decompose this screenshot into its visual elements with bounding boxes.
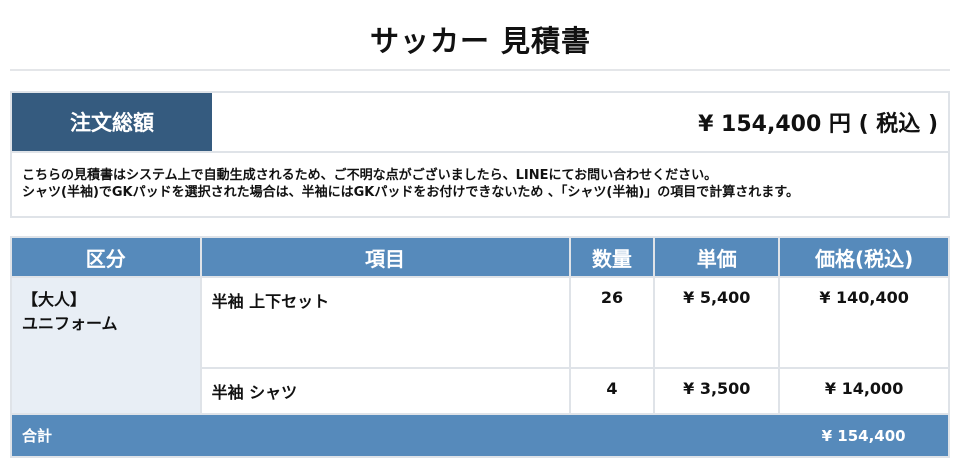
- table-row: 【大人】 ユニフォーム 半袖 上下セット 26 ¥ 5,400 ¥ 140,40…: [10, 276, 950, 415]
- price-cell: ¥ 140,400: [778, 276, 950, 369]
- price-cell: ¥ 14,000: [778, 367, 950, 415]
- item-cell: 半袖 上下セット: [199, 276, 571, 369]
- order-summary: 注文総額 ¥ 154,400 円 ( 税込 ) こちらの見積書はシステム上で自動…: [10, 91, 950, 218]
- total-label: 合計: [9, 413, 780, 458]
- page-title: サッカー 見積書: [369, 24, 592, 58]
- header-qty: 数量: [568, 236, 656, 278]
- qty-cell: 4: [568, 367, 656, 415]
- category-line: ユニフォーム: [22, 314, 118, 333]
- header-price: 価格(税込): [778, 236, 950, 278]
- header-unit-price: 単価: [653, 236, 781, 278]
- divider: [10, 69, 950, 71]
- qty-cell: 26: [568, 276, 656, 369]
- header-category: 区分: [10, 236, 202, 278]
- notice-line: シャツ(半袖)でGKパッドを選択された場合は、半袖にはGKパッドをお付けできない…: [22, 185, 799, 200]
- estimate-table: 区分 項目 数量 単価 価格(税込) 【大人】 ユニフォーム 半袖 上下セット …: [9, 236, 950, 458]
- unit-price-cell: ¥ 3,500: [653, 367, 781, 415]
- table-row: 半袖 シャツ 4 ¥ 3,500 ¥ 14,000: [11, 367, 950, 415]
- total-row: 合計 ¥ 154,400: [9, 413, 950, 458]
- order-total-label: 注文総額: [12, 93, 212, 151]
- header-item: 項目: [199, 236, 571, 278]
- unit-price-cell: ¥ 5,400: [653, 276, 781, 369]
- notice-text: こちらの見積書はシステム上で自動生成されるため、ご不明な点がございましたら、LI…: [12, 153, 948, 215]
- category-line: 【大人】: [22, 290, 87, 309]
- order-total-value: ¥ 154,400 円 ( 税込 ): [698, 112, 938, 137]
- item-cell: 半袖 シャツ: [199, 367, 571, 415]
- table-header: 区分 項目 数量 単価 価格(税込): [10, 236, 950, 278]
- total-value: ¥ 154,400: [779, 413, 950, 458]
- notice-line: こちらの見積書はシステム上で自動生成されるため、ご不明な点がございましたら、LI…: [22, 168, 718, 183]
- category-cell: 【大人】 ユニフォーム: [10, 276, 202, 415]
